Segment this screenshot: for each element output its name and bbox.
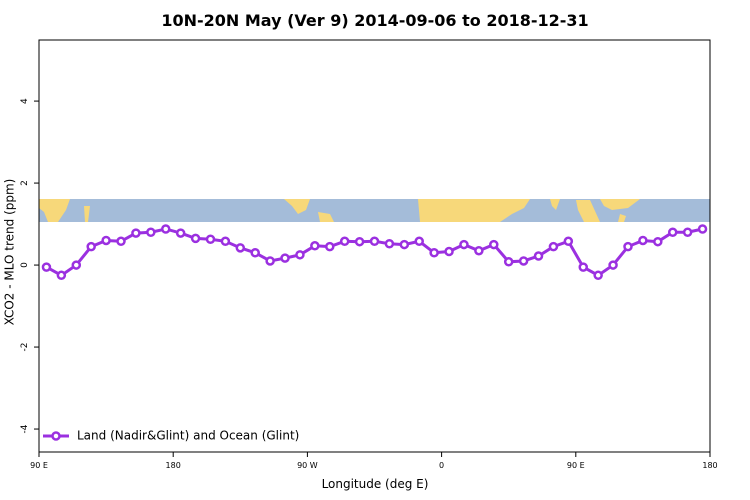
data-point [682,227,693,238]
data-point [265,256,275,266]
data-point [459,239,469,250]
x-tick-label: 90 E [30,461,48,470]
data-point [235,243,246,253]
x-tick-label: 90 W [297,461,318,470]
data-point [56,270,67,281]
x-tick-label: 180 [702,461,717,470]
data-point [414,236,424,247]
data-point [220,236,231,247]
data-point [518,256,529,266]
data-point [101,235,111,246]
data-point [474,245,484,256]
data-point [205,234,216,244]
data-point [41,262,52,272]
series-line [45,227,703,278]
legend-label: Land (Nadir&Glint) and Ocean (Glint) [77,429,299,443]
y-tick-label: 2 [20,180,30,186]
data-point [399,239,410,250]
data-point [369,236,380,247]
data-point [160,224,171,234]
data-point [667,227,678,238]
legend-marker [51,431,61,441]
data-point [190,233,201,244]
data-point [697,224,708,234]
chart-title: 10N-20N May (Ver 9) 2014-09-06 to 2018-1… [161,11,588,30]
data-point [653,236,663,247]
map-strip [39,199,710,222]
x-tick-label: 90 E [567,461,585,470]
data-point [444,246,454,257]
y-tick-label: 0 [20,262,30,268]
data-point [325,241,335,252]
data-point [593,270,603,281]
data-point [295,250,305,260]
plot-frame [38,39,711,453]
data-point [429,248,439,258]
y-tick-label: -2 [20,343,30,352]
data-point [71,260,82,270]
data-point [638,235,648,246]
data-point [250,248,260,258]
data-point [339,236,350,247]
y-tick-label: -4 [20,424,30,433]
data-point [563,236,574,247]
data-point [86,241,96,252]
data-point [354,236,365,247]
data-point [175,228,186,238]
data-point [533,251,544,261]
data-point [146,227,156,238]
data-point [310,241,320,251]
data-point [548,241,559,252]
data-point [623,241,633,252]
data-point [489,239,499,250]
x-axis-label: Longitude (deg E) [322,477,429,491]
y-axis-label: XCO2 - MLO trend (ppm) [3,179,17,326]
data-point [131,228,141,238]
data-point [578,262,589,272]
y-tick-label: 4 [20,98,30,104]
data-point [608,260,618,270]
x-tick-label: 0 [439,461,444,470]
x-tick-label: 180 [166,461,181,470]
data-point [384,238,395,249]
data-point [116,236,126,247]
data-point [503,257,514,267]
data-point [280,253,290,263]
